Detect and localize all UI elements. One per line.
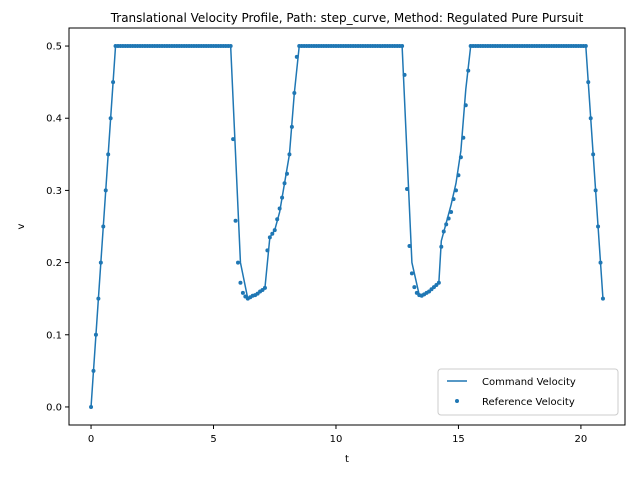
reference-velocity-point xyxy=(106,152,111,157)
y-tick-label: 0.1 xyxy=(46,330,62,341)
plot-area xyxy=(89,44,605,409)
reference-velocity-point xyxy=(466,68,471,73)
reference-velocity-point xyxy=(458,155,463,160)
reference-velocity-point xyxy=(233,218,238,223)
y-axis-label: v xyxy=(16,223,27,229)
reference-velocity-point xyxy=(91,368,96,373)
reference-velocity-point xyxy=(412,285,417,290)
reference-velocity-point xyxy=(289,124,294,129)
reference-velocity-point xyxy=(461,135,466,140)
reference-velocity-point xyxy=(593,188,598,193)
y-tick-label: 0.0 xyxy=(46,402,62,413)
reference-velocity-point xyxy=(277,206,282,211)
reference-velocity-point xyxy=(409,271,414,276)
reference-velocity-point xyxy=(98,260,103,265)
reference-velocity-point xyxy=(591,152,596,157)
reference-velocity-point xyxy=(236,260,240,265)
reference-velocity-point xyxy=(101,224,106,229)
reference-velocity-point xyxy=(267,235,272,240)
reference-velocity-point xyxy=(280,195,285,200)
legend-frame xyxy=(437,368,619,416)
x-tick-label: 20 xyxy=(575,434,588,445)
reference-velocity-point xyxy=(583,44,588,49)
reference-velocity-point xyxy=(287,152,292,157)
x-tick-label: 0 xyxy=(88,434,94,445)
reference-velocity-point xyxy=(262,285,267,290)
legend-label-reference-velocity: Reference Velocity xyxy=(482,397,575,408)
reference-velocity-point xyxy=(240,290,245,295)
reference-velocity-point xyxy=(436,280,441,285)
reference-velocity-point xyxy=(272,228,277,233)
reference-velocity-point xyxy=(444,222,449,227)
reference-velocity-point xyxy=(456,173,461,178)
reference-velocity-point xyxy=(265,248,270,253)
reference-velocity-point xyxy=(588,116,593,121)
reference-velocity-point xyxy=(103,188,108,193)
reference-velocity-point xyxy=(454,188,458,193)
reference-velocity-point xyxy=(405,186,410,191)
reference-velocity-point xyxy=(108,116,113,121)
reference-velocity-point xyxy=(586,80,591,85)
y-tick-label: 0.2 xyxy=(46,258,62,269)
y-tick-label: 0.5 xyxy=(46,42,62,53)
x-axis: 0 5 10 15 20 xyxy=(88,425,587,445)
reference-velocity-point xyxy=(111,80,116,85)
reference-velocity-point xyxy=(231,137,236,142)
reference-velocity-point xyxy=(407,243,412,248)
x-tick-label: 15 xyxy=(452,434,465,445)
y-axis: 0.0 0.1 0.2 0.3 0.4 0.5 xyxy=(46,42,69,413)
reference-velocity-point xyxy=(463,103,468,108)
reference-velocity-point xyxy=(292,90,297,95)
reference-velocity-point xyxy=(441,229,446,234)
reference-velocity-point xyxy=(275,217,280,222)
reference-velocity-point xyxy=(96,296,101,301)
reference-velocity-point xyxy=(451,197,456,202)
reference-velocity-point xyxy=(93,332,98,337)
reference-velocity-point xyxy=(238,280,243,285)
legend-label-command-velocity: Command Velocity xyxy=(482,377,576,388)
reference-velocity-point xyxy=(446,216,451,221)
reference-velocity-point xyxy=(439,244,444,249)
axes-frame xyxy=(68,27,626,426)
reference-velocity-point xyxy=(228,44,233,49)
reference-velocity-point xyxy=(598,260,603,265)
legend: Command Velocity Reference Velocity xyxy=(437,368,619,416)
x-axis-label: t xyxy=(345,454,349,465)
legend-marker-swatch xyxy=(455,399,459,403)
y-tick-label: 0.3 xyxy=(46,186,62,197)
reference-velocity-point xyxy=(449,210,454,215)
reference-velocity-point xyxy=(270,231,275,236)
reference-velocity-point xyxy=(282,181,287,186)
reference-velocity-point xyxy=(402,72,407,77)
x-tick-label: 10 xyxy=(330,434,343,445)
reference-velocity-point xyxy=(400,44,405,49)
reference-velocity-point xyxy=(294,54,299,59)
reference-velocity-point xyxy=(596,224,601,229)
reference-velocity-point xyxy=(284,171,289,176)
chart-title: Translational Velocity Profile, Path: st… xyxy=(110,11,584,25)
reference-velocity-point xyxy=(600,296,605,301)
y-tick-label: 0.4 xyxy=(46,114,62,125)
reference-velocity-point xyxy=(89,404,94,409)
x-tick-label: 5 xyxy=(210,434,216,445)
